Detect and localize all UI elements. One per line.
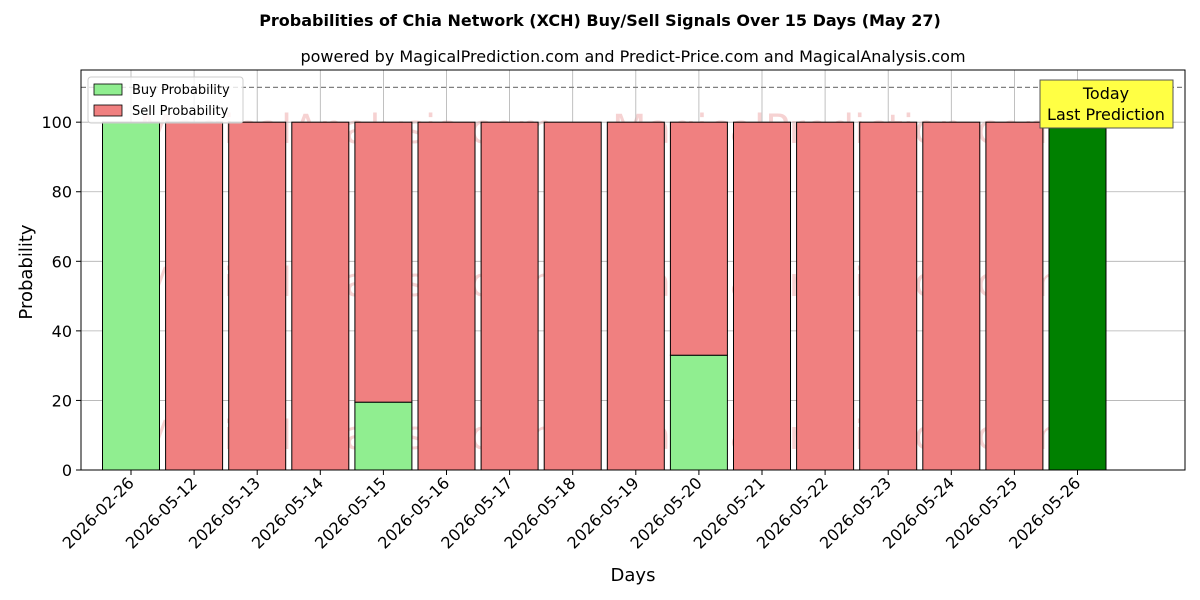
chart-title: Probabilities of Chia Network (XCH) Buy/… (259, 11, 941, 30)
bar-sell (922, 121, 981, 471)
x-axis-label: Days (611, 565, 656, 586)
annotation-box (1039, 79, 1174, 129)
plot-frame (80, 69, 1186, 471)
bar-sell (354, 121, 413, 403)
y-tick-label: 60 (52, 252, 72, 271)
today-annotation: Today Last Prediction (1039, 79, 1174, 129)
bar-sell (733, 121, 791, 471)
bar-buy (669, 354, 728, 471)
bar-sell (543, 121, 602, 471)
y-tick-label: 0 (62, 461, 72, 480)
bar-sell (165, 121, 224, 471)
legend-label-buy: Buy Probability (132, 83, 230, 98)
legend-swatch-sell (93, 104, 123, 117)
bar-sell (669, 121, 728, 356)
bar-buy (1048, 121, 1107, 471)
annotation-line-1: Today (1082, 84, 1129, 103)
bar-buy (102, 121, 160, 471)
bars (102, 121, 1107, 471)
legend-swatch-buy (93, 83, 123, 96)
y-tick-label: 20 (52, 391, 72, 410)
y-tick-label: 80 (52, 183, 72, 202)
chart-subtitle: powered by MagicalPrediction.com and Pre… (300, 47, 965, 66)
y-axis-label: Probability (16, 224, 37, 319)
bar-buy (354, 401, 413, 471)
bar-sell (859, 121, 918, 471)
legend-box (87, 76, 244, 124)
y-tick-label: 100 (41, 113, 72, 132)
bar-sell (480, 121, 539, 471)
y-tick-label: 40 (52, 322, 72, 341)
x-axis-ticks: 2026-02-262026-05-122026-05-132026-05-14… (59, 470, 1084, 553)
annotation-line-2: Last Prediction (1047, 105, 1165, 124)
bar-sell (228, 121, 287, 471)
y-axis-ticks: 0 20 40 60 80 100 (41, 113, 81, 480)
bar-sell (606, 121, 665, 471)
legend-label-sell: Sell Probability (132, 104, 229, 119)
legend: Buy Probability Sell Probability (87, 76, 244, 124)
bar-sell (985, 121, 1044, 471)
bar-sell (291, 121, 350, 471)
bar-sell (796, 121, 855, 471)
bar-sell (417, 121, 476, 471)
